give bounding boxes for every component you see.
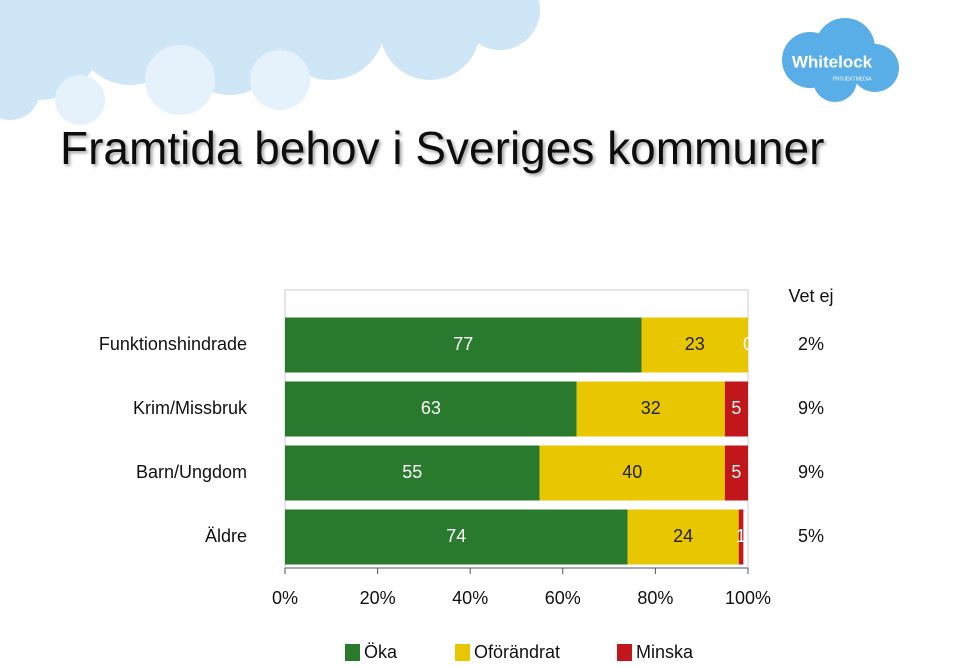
category-label: Funktionshindrade bbox=[99, 334, 247, 354]
data-label: 23 bbox=[685, 334, 705, 354]
bar-segment bbox=[738, 509, 744, 565]
background-clouds-light bbox=[55, 45, 310, 125]
data-label: 55 bbox=[402, 462, 422, 482]
x-tick-label: 20% bbox=[360, 588, 396, 608]
background-clouds bbox=[0, 0, 540, 120]
bar-segment bbox=[285, 317, 642, 373]
legend-swatch bbox=[345, 644, 360, 661]
x-tick-label: 0% bbox=[272, 588, 298, 608]
vet-ej-label: 5% bbox=[798, 526, 824, 546]
bar-segment bbox=[285, 509, 628, 565]
legend-swatch bbox=[617, 644, 632, 661]
legend-swatch bbox=[455, 644, 470, 661]
logo: Whitelock PROJEKTMEDIA bbox=[782, 18, 899, 102]
vet-ej-label: 9% bbox=[798, 398, 824, 418]
logo-name: Whitelock bbox=[792, 52, 873, 71]
data-label: 77 bbox=[453, 334, 473, 354]
data-label: 32 bbox=[641, 398, 661, 418]
data-label: 24 bbox=[673, 526, 693, 546]
data-label: 74 bbox=[446, 526, 466, 546]
bar-segment bbox=[576, 381, 725, 437]
vet-ej-label: 9% bbox=[798, 462, 824, 482]
logo-tagline: PROJEKTMEDIA bbox=[833, 76, 873, 82]
data-label: 63 bbox=[421, 398, 441, 418]
slide-title: Framtida behov i Sveriges kommuner bbox=[60, 122, 824, 174]
category-label: Äldre bbox=[205, 526, 247, 546]
bar-segment bbox=[285, 381, 577, 437]
legend-label: Öka bbox=[364, 642, 398, 662]
legend-label: Oförändrat bbox=[474, 642, 560, 662]
x-tick-label: 80% bbox=[637, 588, 673, 608]
category-label: Barn/Ungdom bbox=[136, 462, 247, 482]
bar-segment bbox=[285, 445, 540, 501]
x-tick-label: 60% bbox=[545, 588, 581, 608]
data-label: 5 bbox=[731, 398, 741, 418]
data-label: 0 bbox=[743, 334, 753, 354]
data-label: 1 bbox=[736, 526, 746, 546]
data-label: 40 bbox=[622, 462, 642, 482]
x-tick-label: 100% bbox=[725, 588, 771, 608]
data-label: 5 bbox=[731, 462, 741, 482]
bar-segment bbox=[641, 317, 748, 373]
vet-ej-header: Vet ej bbox=[788, 286, 833, 306]
legend-label: Minska bbox=[636, 642, 694, 662]
bar-segment bbox=[627, 509, 739, 565]
bar-segment bbox=[724, 381, 748, 437]
bar-segment bbox=[539, 445, 725, 501]
category-label: Krim/Missbruk bbox=[133, 398, 248, 418]
bar-segment bbox=[724, 445, 748, 501]
vet-ej-label: 2% bbox=[798, 334, 824, 354]
x-tick-label: 40% bbox=[452, 588, 488, 608]
